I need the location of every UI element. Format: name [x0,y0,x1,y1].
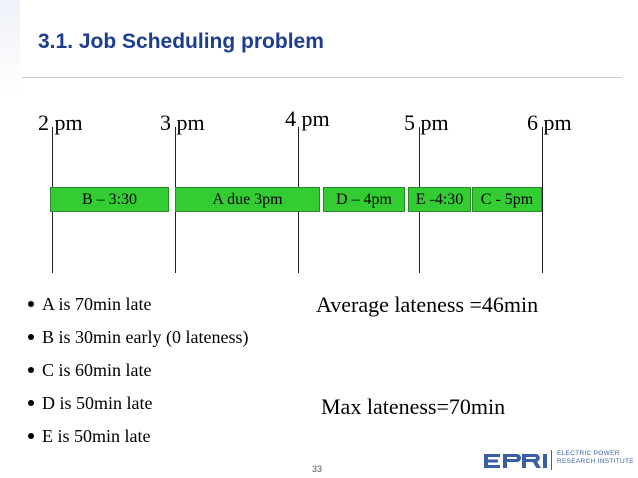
job-block-a: A due 3pm [175,187,320,212]
title-divider [22,77,622,78]
title-background-band [0,0,20,95]
list-item: D is 50min late [28,391,248,424]
hour-marker-6pm [542,127,543,273]
bullet-dot-icon [28,367,34,373]
bullet-dot-icon [28,400,34,406]
time-label-4pm: 4 pm [285,106,330,131]
list-item: E is 50min late [28,424,248,457]
slide-title: 3.1. Job Scheduling problem [38,30,324,53]
lateness-list: A is 70min late B is 30min early (0 late… [28,292,248,457]
job-block-d: D – 4pm [323,187,405,212]
time-label-2pm: 2 pm [38,110,83,135]
logo-separator [551,450,552,470]
time-label-3pm: 3 pm [160,110,205,135]
list-item: A is 70min late [28,292,248,325]
time-label-6pm: 6 pm [527,110,572,135]
page-number: 33 [312,464,323,474]
max-lateness: Max lateness=70min [321,394,506,419]
time-label-5pm: 5 pm [404,110,449,135]
job-block-b: B – 3:30 [50,187,169,212]
bullet-dot-icon [28,301,34,307]
logo-caption: ELECTRIC POWER RESEARCH INSTITUTE [557,450,634,465]
average-lateness: Average lateness =46min [316,292,539,317]
list-item: C is 60min late [28,358,248,391]
list-item: B is 30min early (0 lateness) [28,325,248,358]
job-block-c: C - 5pm [472,187,542,212]
epri-logo-icon [484,454,547,468]
bullet-dot-icon [28,334,34,340]
job-block-e: E -4:30 [408,187,471,212]
bullet-dot-icon [28,433,34,439]
